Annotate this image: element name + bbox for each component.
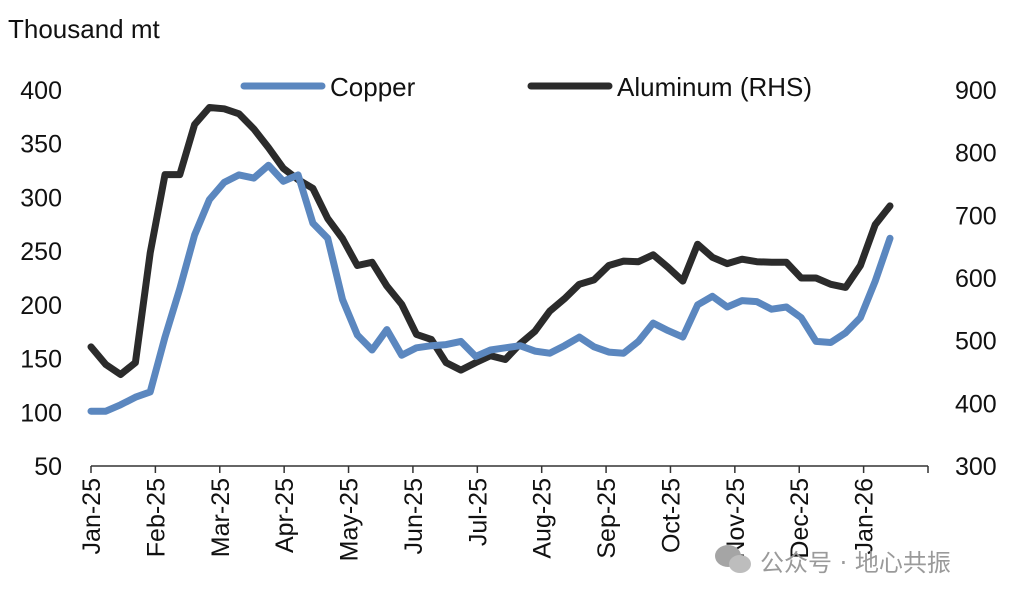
left-tick-label: 200 bbox=[20, 292, 62, 320]
right-tick-label: 800 bbox=[955, 140, 997, 168]
left-tick-label: 250 bbox=[20, 238, 62, 266]
series-lines bbox=[87, 104, 894, 415]
left-tick-label: 50 bbox=[34, 453, 62, 481]
x-axis-ticks: Jan-25 Feb-25 Mar-25 Apr-25 May-25 Jun-25 Jul-… bbox=[78, 466, 929, 561]
legend-label-aluminum: Aluminum (RHS) bbox=[617, 72, 812, 102]
x-tick-label: Feb-25 bbox=[142, 478, 170, 557]
right-tick-label: 500 bbox=[955, 328, 997, 356]
watermark-text: 公众号 · 地心共振 bbox=[760, 549, 951, 577]
wechat-icon bbox=[715, 545, 751, 573]
right-tick-label: 700 bbox=[955, 202, 997, 230]
x-tick-label: Apr-25 bbox=[271, 478, 299, 553]
right-tick-label: 900 bbox=[955, 77, 997, 105]
y-axis-unit-label: Thousand mt bbox=[8, 14, 161, 44]
right-axis-ticks: 300 400 500 600 700 800 900 bbox=[955, 77, 997, 481]
legend: Copper Aluminum (RHS) bbox=[240, 72, 812, 102]
right-tick-label: 600 bbox=[955, 265, 997, 293]
x-tick-label: Jan-25 bbox=[78, 478, 106, 554]
x-tick-label: Jan-26 bbox=[851, 478, 879, 554]
left-tick-label: 150 bbox=[20, 346, 62, 374]
x-tick-label: Jul-25 bbox=[464, 478, 492, 546]
x-tick-label: Jun-25 bbox=[400, 478, 428, 554]
left-tick-label: 100 bbox=[20, 399, 62, 427]
x-tick-label: Aug-25 bbox=[529, 478, 557, 559]
left-axis-ticks: 50 100 150 200 250 300 350 400 bbox=[20, 77, 62, 481]
x-tick-label: Oct-25 bbox=[657, 478, 685, 553]
x-tick-label: Dec-25 bbox=[786, 478, 814, 559]
left-tick-label: 350 bbox=[20, 131, 62, 159]
legend-label-copper: Copper bbox=[330, 72, 416, 102]
left-tick-label: 300 bbox=[20, 184, 62, 212]
right-tick-label: 300 bbox=[955, 453, 997, 481]
x-tick-label: May-25 bbox=[336, 478, 364, 561]
right-tick-label: 400 bbox=[955, 390, 997, 418]
x-tick-label: Sep-25 bbox=[593, 478, 621, 559]
watermark: 公众号 · 地心共振 bbox=[715, 545, 951, 577]
series-line-copper bbox=[87, 161, 894, 415]
x-tick-label: Mar-25 bbox=[207, 478, 235, 557]
series-line-aluminum bbox=[87, 104, 894, 378]
left-tick-label: 400 bbox=[20, 77, 62, 105]
